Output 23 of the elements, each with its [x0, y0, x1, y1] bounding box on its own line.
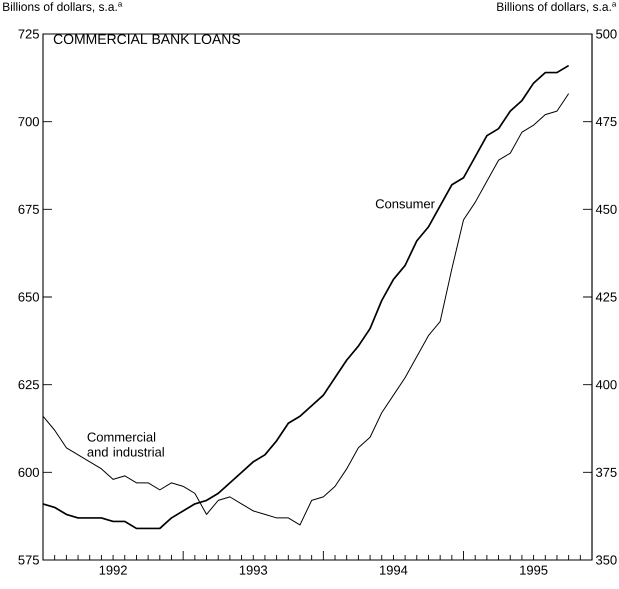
y-tick-label: 700 — [18, 117, 39, 126]
y-tick-label: 650 — [18, 292, 39, 302]
y-tick-label: 600 — [18, 468, 39, 477]
y2-tick-label: 375 — [596, 468, 617, 477]
y-tick-label: 625 — [18, 380, 39, 390]
x-tick-label: 1992 — [100, 566, 127, 575]
y2-tick-label: 500 — [596, 29, 617, 39]
y2-tick-label: 425 — [596, 292, 617, 302]
x-tick-label: 1993 — [240, 566, 268, 575]
y2-tick-label: 400 — [596, 380, 617, 390]
y2-axis-title: Billions of dollars, s.a.$^{a}$ — [497, 2, 616, 12]
chart-title: COMMERCIAL BANK LOANS — [54, 34, 240, 44]
y-tick-label: 675 — [18, 204, 39, 214]
series-label: Commercial and industrial — [87, 432, 164, 457]
y-axis-title: Billions of dollars, s.a.$^{a}$ — [3, 2, 122, 12]
series-label: Consumer — [376, 199, 435, 208]
y2-tick-label: 350 — [596, 555, 617, 565]
y-tick-label: 725 — [18, 29, 39, 39]
y2-tick-label: 475 — [596, 117, 617, 126]
y2-tick-label: 450 — [596, 204, 617, 214]
x-tick-label: 1995 — [520, 566, 548, 575]
y-tick-label: 575 — [18, 555, 39, 565]
x-tick-label: 1994 — [380, 566, 408, 575]
